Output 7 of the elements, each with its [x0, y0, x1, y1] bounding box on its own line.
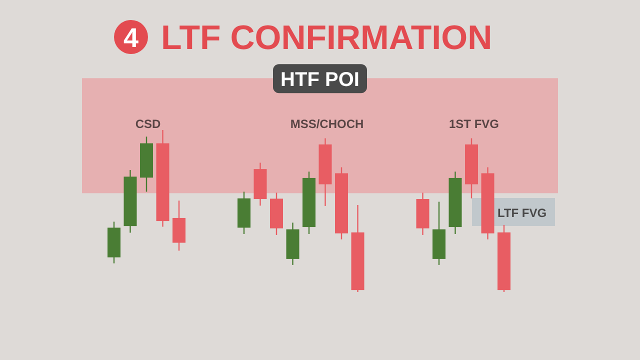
text: 4	[123, 23, 139, 53]
band-label: HTF POI	[280, 69, 360, 92]
annotation: 1ST FVG	[448, 117, 500, 131]
annotation: LTF FVG	[497, 206, 547, 220]
annotation: MSS/CHOCH	[290, 117, 364, 131]
chart-title: LTF CONFIRMATION	[161, 19, 492, 57]
annotation: CSD	[135, 117, 161, 131]
